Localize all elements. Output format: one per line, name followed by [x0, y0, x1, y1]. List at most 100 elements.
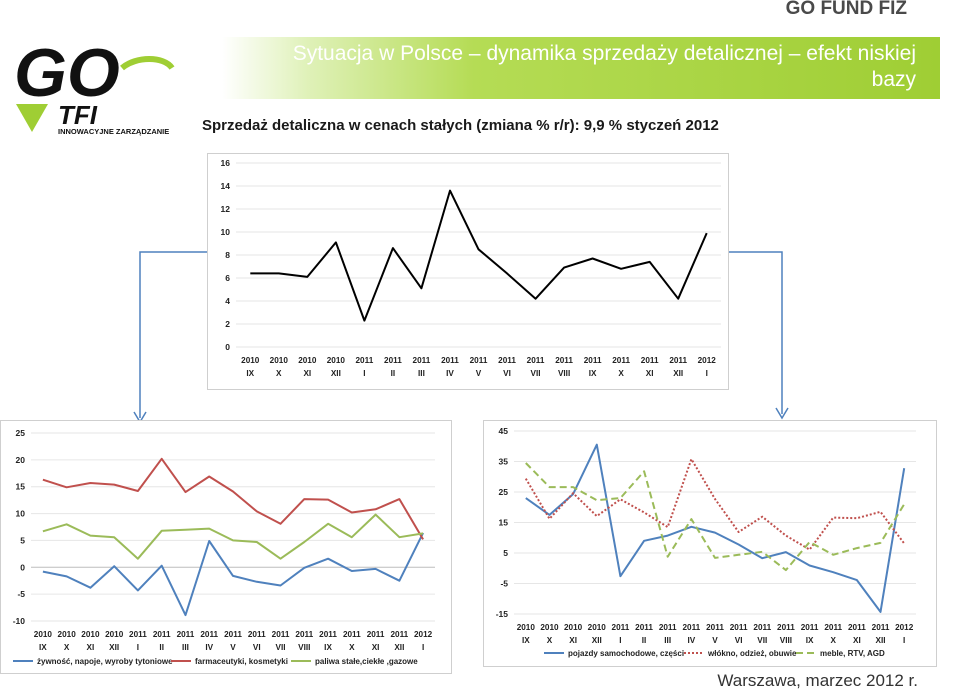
x-tick-year: 2011 — [441, 356, 459, 365]
x-tick-month: X — [64, 643, 70, 652]
y-tick-label: 14 — [221, 181, 231, 191]
y-tick-label: 10 — [16, 509, 26, 519]
series-line-2 — [525, 462, 906, 572]
x-tick-month: X — [276, 369, 282, 378]
x-tick-year: 2011 — [753, 623, 771, 632]
y-tick-label: 20 — [16, 455, 26, 465]
x-tick-month: VIII — [780, 636, 792, 645]
y-tick-label: 16 — [221, 158, 231, 168]
x-tick-month: IX — [589, 369, 597, 378]
x-tick-month: VII — [276, 643, 286, 652]
chart-retail-sales-svg: 02468101214162010IX2010X2010XI2010XII201… — [221, 158, 721, 378]
legend-label: meble, RTV, AGD — [820, 649, 885, 658]
svg-text:TFI: TFI — [58, 100, 98, 130]
x-tick-year: 2011 — [470, 356, 488, 365]
y-tick-label: 5 — [503, 548, 508, 558]
x-tick-year: 2010 — [588, 623, 607, 632]
x-tick-month: VI — [503, 369, 511, 378]
x-tick-month: XII — [331, 369, 341, 378]
y-tick-label: 0 — [225, 342, 230, 352]
y-tick-label: 2 — [225, 319, 230, 329]
x-tick-month: X — [618, 369, 624, 378]
y-tick-label: 4 — [225, 296, 230, 306]
x-tick-month: II — [391, 369, 396, 378]
y-tick-label: -15 — [496, 609, 509, 619]
x-tick-month: IX — [522, 636, 530, 645]
x-tick-month: XII — [876, 636, 886, 645]
series-line-0 — [42, 532, 424, 617]
x-tick-year: 2010 — [241, 356, 260, 365]
x-tick-month: IV — [687, 636, 695, 645]
x-tick-month: XI — [646, 369, 654, 378]
x-tick-year: 2010 — [34, 630, 53, 639]
y-tick-label: 12 — [221, 204, 231, 214]
x-tick-year: 2010 — [58, 630, 77, 639]
title-banner — [222, 37, 940, 99]
x-tick-year: 2011 — [824, 623, 842, 632]
x-tick-year: 2011 — [641, 356, 659, 365]
x-tick-year: 2012 — [698, 356, 717, 365]
x-tick-month: I — [903, 636, 905, 645]
y-tick-label: -10 — [13, 616, 26, 626]
y-tick-label: 25 — [16, 428, 26, 438]
x-tick-month: I — [363, 369, 365, 378]
y-tick-label: 25 — [499, 487, 509, 497]
x-tick-year: 2011 — [848, 623, 866, 632]
x-tick-month: VIII — [558, 369, 570, 378]
x-tick-year: 2011 — [343, 630, 361, 639]
x-tick-year: 2011 — [319, 630, 337, 639]
right-arrowhead — [775, 407, 789, 420]
y-tick-label: 10 — [221, 227, 231, 237]
y-tick-label: 45 — [499, 426, 509, 436]
chart-retail-categories-left: -10 -5 0 5 10 15 20 25 2010 IX 2010 X 2010 XI 2010 XII 2… — [0, 420, 452, 674]
x-tick-month: VI — [735, 636, 743, 645]
y-tick-label: 35 — [499, 457, 509, 467]
x-tick-year: 2011 — [527, 356, 545, 365]
svg-text:GO: GO — [14, 38, 120, 111]
x-tick-month: X — [831, 636, 837, 645]
legend-label: pojazdy samochodowe, części — [568, 649, 684, 658]
series-line-2 — [42, 513, 424, 560]
x-tick-year: 2011 — [272, 630, 290, 639]
x-tick-year: 2012 — [895, 623, 914, 632]
x-tick-year: 2011 — [730, 623, 748, 632]
page-title: Sytuacja w Polsce – dynamika sprzedaży d… — [292, 42, 916, 91]
x-tick-year: 2010 — [105, 630, 124, 639]
x-tick-year: 2011 — [295, 630, 313, 639]
chart-retail-categories-right: -15 -5 5 15 25 35 45 2010 IX 2010 X 2010 XI 2010 XII 20… — [483, 420, 937, 667]
x-tick-year: 2011 — [390, 630, 408, 639]
x-tick-year: 2011 — [153, 630, 171, 639]
series-line-0 — [250, 189, 708, 322]
x-tick-year: 2012 — [414, 630, 433, 639]
series-line-0 — [525, 443, 906, 613]
x-tick-year: 2010 — [517, 623, 536, 632]
x-tick-year: 2011 — [612, 623, 630, 632]
x-tick-year: 2011 — [177, 630, 195, 639]
x-tick-month: V — [230, 643, 236, 652]
svg-text:INNOWACYJNE ZARZĄDZANIE: INNOWACYJNE ZARZĄDZANIE — [58, 127, 169, 136]
x-tick-year: 2011 — [200, 630, 218, 639]
x-tick-year: 2010 — [81, 630, 100, 639]
x-tick-month: I — [137, 643, 139, 652]
footer-place-date: Warszawa, marzec 2012 r. — [717, 671, 918, 690]
x-tick-month: XII — [673, 369, 683, 378]
x-tick-month: X — [349, 643, 355, 652]
y-tick-label: 6 — [225, 273, 230, 283]
x-tick-month: XI — [87, 643, 95, 652]
y-tick-label: 15 — [16, 482, 26, 492]
chart-subtitle: Sprzedaż detaliczna w cenach stałych (zm… — [202, 117, 719, 134]
x-tick-year: 2011 — [669, 356, 687, 365]
x-tick-month: XI — [569, 636, 577, 645]
x-tick-month: IX — [246, 369, 254, 378]
y-tick-label: 15 — [499, 518, 509, 528]
x-tick-year: 2011 — [584, 356, 602, 365]
x-tick-month: IX — [324, 643, 332, 652]
x-tick-month: XI — [372, 643, 380, 652]
x-tick-year: 2011 — [659, 623, 677, 632]
x-tick-month: I — [706, 369, 708, 378]
x-tick-month: IV — [205, 643, 213, 652]
x-tick-year: 2010 — [540, 623, 559, 632]
y-tick-label: -5 — [500, 579, 508, 589]
x-tick-month: VII — [531, 369, 541, 378]
x-tick-year: 2011 — [801, 623, 819, 632]
